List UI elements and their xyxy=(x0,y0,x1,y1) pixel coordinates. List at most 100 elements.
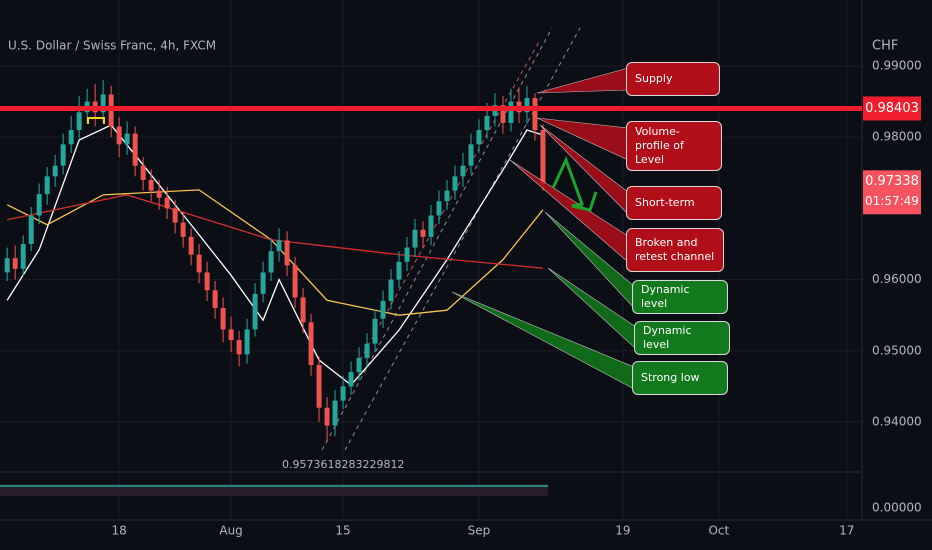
x-tick-label: Sep xyxy=(468,524,491,538)
x-tick-label: 19 xyxy=(615,524,630,538)
channel-line xyxy=(344,27,581,451)
candle-body xyxy=(44,176,50,195)
candle-body xyxy=(172,208,178,223)
candle-body xyxy=(364,343,370,358)
x-tick-label: 15 xyxy=(335,524,350,538)
candle-body xyxy=(540,130,546,185)
candle-body xyxy=(188,236,194,255)
candle-body xyxy=(220,308,226,330)
annotation: Dynamic level xyxy=(634,321,730,355)
countdown: 01:57:49 xyxy=(865,194,919,208)
channel-line xyxy=(321,27,553,451)
candle-body xyxy=(252,293,258,330)
candle-body xyxy=(236,340,242,355)
candle-body xyxy=(308,322,314,366)
y-tick-label: 0.94000 xyxy=(872,414,922,428)
candle-body xyxy=(332,400,338,426)
candle-body xyxy=(484,115,490,131)
candle-body xyxy=(404,247,410,262)
candle-body xyxy=(124,133,130,145)
x-tick-label: 18 xyxy=(112,524,127,538)
candle-body xyxy=(460,165,466,177)
candle-body xyxy=(60,144,66,166)
candle-body xyxy=(436,201,442,216)
candle-body xyxy=(196,254,202,273)
y-tick-label: 0.99000 xyxy=(872,58,922,72)
candle-body xyxy=(420,229,426,237)
candle-body xyxy=(324,407,330,426)
volume-tick-label: 0.00000 xyxy=(872,501,922,515)
candle-body xyxy=(12,258,18,269)
candle-body xyxy=(444,190,450,202)
candle-body xyxy=(284,240,290,266)
candle-body xyxy=(260,272,266,294)
candle-body xyxy=(132,133,138,166)
candle-body xyxy=(300,297,306,323)
candle-body xyxy=(228,329,234,341)
pointers xyxy=(451,67,637,390)
projection-arrow xyxy=(551,156,598,212)
annotation: Volume-profile of Level xyxy=(626,121,722,171)
moving-average xyxy=(6,124,544,386)
candle-body xyxy=(476,130,482,145)
candle-body xyxy=(164,197,170,209)
candle-body xyxy=(68,130,74,145)
y-tick-label: 0.98000 xyxy=(872,130,922,144)
x-tick-label: Oct xyxy=(708,524,729,538)
candle-body xyxy=(52,165,58,177)
candle-body xyxy=(396,261,402,280)
candle-body xyxy=(140,165,146,180)
annotation: Broken and retest channel xyxy=(626,228,724,272)
candle-body xyxy=(100,94,106,113)
candle-body xyxy=(180,222,186,237)
level-tag xyxy=(863,96,921,121)
x-tick-label: Aug xyxy=(219,524,242,538)
candle-body xyxy=(348,372,354,387)
candle-body xyxy=(380,300,386,319)
candle-body xyxy=(316,365,322,408)
x-tick-label: 17 xyxy=(839,524,854,538)
candle-body xyxy=(508,101,514,123)
price-label: 0.97338 xyxy=(865,174,919,189)
candle-body xyxy=(204,272,210,291)
y-tick-label: 0.95000 xyxy=(872,343,922,357)
candle-body xyxy=(116,126,122,145)
note: 0.9573618283229812 xyxy=(282,458,404,471)
candle-body xyxy=(452,176,458,191)
candle-body xyxy=(412,229,418,248)
chart-title: U.S. Dollar / Swiss Franc, 4h, FXCM xyxy=(8,39,216,53)
candle-body xyxy=(20,243,26,269)
candle-body xyxy=(500,105,506,123)
annotation: Short-term xyxy=(626,186,722,220)
candle-body xyxy=(372,318,378,344)
candle-body xyxy=(388,279,394,301)
candle-body xyxy=(292,265,298,298)
moving-average xyxy=(6,189,544,316)
candle-body xyxy=(268,251,274,273)
candle-body xyxy=(524,98,530,113)
candle-body xyxy=(28,215,34,244)
candle-body xyxy=(36,194,42,216)
annotation: Strong low xyxy=(632,361,728,395)
candle-body xyxy=(148,179,154,191)
channel-line xyxy=(359,39,541,361)
candle-body xyxy=(156,190,162,198)
candle-body xyxy=(4,258,10,273)
candle-body xyxy=(468,144,474,166)
candle-body xyxy=(244,329,250,355)
candle-body xyxy=(428,215,434,237)
marker xyxy=(87,117,105,124)
candle-body xyxy=(532,98,538,131)
volume-band xyxy=(0,484,548,496)
annotation: Dynamic level xyxy=(632,280,728,314)
candle-body xyxy=(356,357,362,373)
candle-body xyxy=(340,386,346,401)
y-tick-label: 0.96000 xyxy=(872,272,922,286)
annotation: Supply xyxy=(626,62,720,96)
level-label: 0.98403 xyxy=(865,101,919,116)
candle-body xyxy=(276,240,282,252)
candle-body xyxy=(76,112,82,131)
